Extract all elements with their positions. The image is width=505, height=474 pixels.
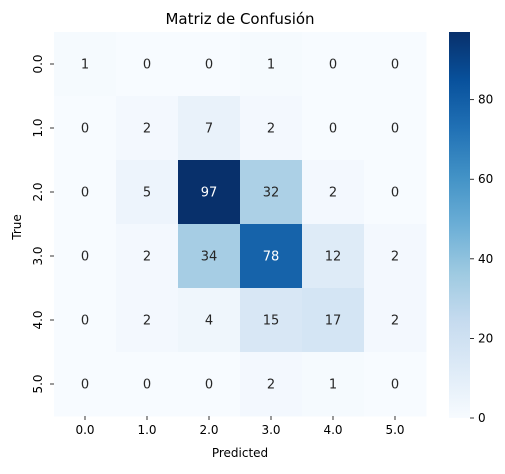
colorbar-tick-label: 0 <box>478 411 486 425</box>
chart-title: Matriz de Confusión <box>165 10 314 28</box>
cell-value-label: 0 <box>329 122 337 137</box>
heatmap-cell-r2-c4 <box>302 160 365 225</box>
heatmap-cell-r3-c5 <box>364 224 427 289</box>
y-tick-label: 3.0 <box>31 246 45 265</box>
heatmap-cell-r5-c2 <box>178 352 241 417</box>
colorbar-tick-label: 80 <box>478 93 493 107</box>
heatmap-cell-r3-c3 <box>240 224 303 289</box>
x-tick-label: 1.0 <box>137 423 156 437</box>
heatmap-cell-r1-c1 <box>116 96 179 161</box>
heatmap-cell-r5-c0 <box>54 352 117 417</box>
colorbar-tick-label: 20 <box>478 331 493 345</box>
heatmap-cell-r2-c0 <box>54 160 117 225</box>
x-tick-label: 0.0 <box>75 423 94 437</box>
cell-value-label: 5 <box>143 186 151 201</box>
heatmap-cell-r5-c5 <box>364 352 427 417</box>
cell-value-label: 2 <box>391 250 399 265</box>
cell-value-label: 1 <box>267 58 275 73</box>
heatmap-cell-r0-c5 <box>364 32 427 97</box>
heatmap-cell-r1-c5 <box>364 96 427 161</box>
heatmap-cell-r0-c0 <box>54 32 117 97</box>
heatmap-cell-r3-c1 <box>116 224 179 289</box>
heatmap-cell-r0-c4 <box>302 32 365 97</box>
heatmap-cell-r1-c4 <box>302 96 365 161</box>
heatmap-cell-r1-c2 <box>178 96 241 161</box>
cell-value-label: 0 <box>391 58 399 73</box>
cell-value-label: 2 <box>391 314 399 329</box>
heatmap-cell-r0-c2 <box>178 32 241 97</box>
x-tick-label: 3.0 <box>261 423 280 437</box>
cell-value-label: 0 <box>81 378 89 393</box>
heatmap-cell-r3-c2 <box>178 224 241 289</box>
cell-value-label: 15 <box>263 314 280 329</box>
cell-value-label: 0 <box>329 58 337 73</box>
cell-value-label: 2 <box>143 250 151 265</box>
cell-value-label: 7 <box>205 122 213 137</box>
heatmap-cell-r5-c3 <box>240 352 303 417</box>
cell-value-label: 78 <box>263 250 280 265</box>
y-tick-label: 1.0 <box>31 118 45 137</box>
cell-value-label: 0 <box>81 314 89 329</box>
cell-value-label: 32 <box>263 186 280 201</box>
heatmap-cell-r3-c0 <box>54 224 117 289</box>
heatmap-cell-r4-c3 <box>240 288 303 353</box>
heatmap-cell-r2-c5 <box>364 160 427 225</box>
x-axis-label: Predicted <box>212 446 268 460</box>
heatmap-cell-r4-c2 <box>178 288 241 353</box>
cell-value-label: 0 <box>143 58 151 73</box>
cell-value-label: 4 <box>205 314 213 329</box>
cell-value-label: 34 <box>201 250 218 265</box>
heatmap-cell-r1-c3 <box>240 96 303 161</box>
x-tick-label: 5.0 <box>385 423 404 437</box>
cell-value-label: 0 <box>205 378 213 393</box>
heatmap-cell-r2-c2 <box>178 160 241 225</box>
cell-value-label: 2 <box>143 122 151 137</box>
cell-value-label: 0 <box>391 186 399 201</box>
colorbar-tick-label: 40 <box>478 252 493 266</box>
heatmap-cell-r2-c1 <box>116 160 179 225</box>
colorbar <box>449 32 470 418</box>
heatmap-cell-r5-c1 <box>116 352 179 417</box>
cell-value-label: 0 <box>81 250 89 265</box>
cell-value-label: 12 <box>325 250 342 265</box>
x-tick-label: 2.0 <box>199 423 218 437</box>
cell-value-label: 97 <box>201 186 218 201</box>
cell-value-label: 1 <box>81 58 89 73</box>
y-axis-label: True <box>10 214 24 241</box>
cell-value-label: 17 <box>325 314 342 329</box>
y-tick-label: 4.0 <box>31 310 45 329</box>
heatmap-cell-r4-c1 <box>116 288 179 353</box>
y-tick-label: 0.0 <box>31 54 45 73</box>
y-tick-label: 5.0 <box>31 374 45 393</box>
colorbar-tick-label: 60 <box>478 172 493 186</box>
cell-value-label: 0 <box>205 58 213 73</box>
cell-value-label: 2 <box>329 186 337 201</box>
cell-value-label: 2 <box>143 314 151 329</box>
x-tick-label: 4.0 <box>323 423 342 437</box>
cell-value-label: 0 <box>391 378 399 393</box>
heatmap-cell-r3-c4 <box>302 224 365 289</box>
heatmap-cell-r4-c4 <box>302 288 365 353</box>
cell-value-label: 0 <box>81 122 89 137</box>
cell-value-label: 2 <box>267 378 275 393</box>
cell-value-label: 0 <box>391 122 399 137</box>
cell-value-label: 2 <box>267 122 275 137</box>
y-tick-label: 2.0 <box>31 182 45 201</box>
cell-value-label: 1 <box>329 378 337 393</box>
heatmap-cell-r0-c3 <box>240 32 303 97</box>
cell-value-label: 0 <box>143 378 151 393</box>
heatmap-cell-r4-c0 <box>54 288 117 353</box>
heatmap-cell-r1-c0 <box>54 96 117 161</box>
heatmap-cell-r4-c5 <box>364 288 427 353</box>
heatmap-cell-r5-c4 <box>302 352 365 417</box>
heatmap-cell-r2-c3 <box>240 160 303 225</box>
heatmap-cell-r0-c1 <box>116 32 179 97</box>
cell-value-label: 0 <box>81 186 89 201</box>
